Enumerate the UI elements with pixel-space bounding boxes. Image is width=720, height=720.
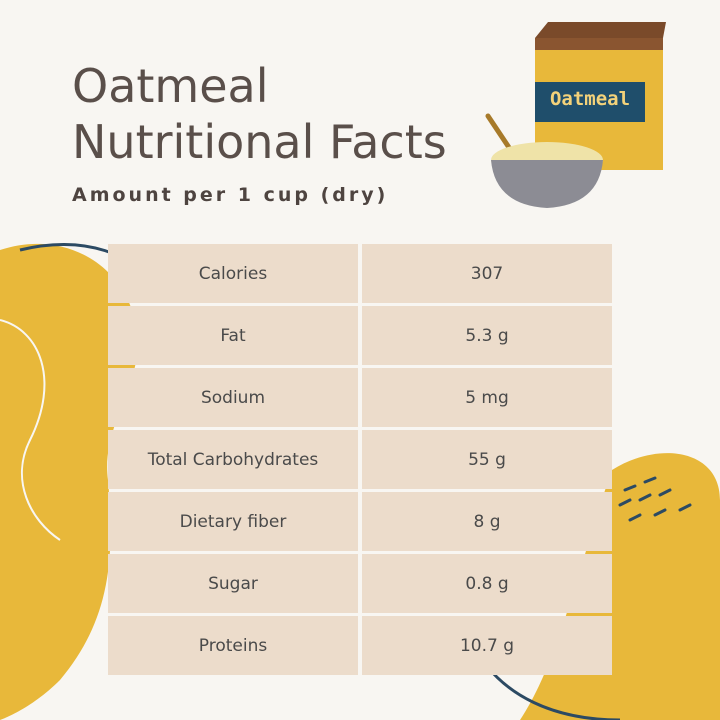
nutrient-name: Calories [108, 244, 358, 303]
nutrient-name: Total Carbohydrates [108, 430, 358, 489]
oat-box-lid [535, 38, 663, 50]
oat-box-top [535, 22, 666, 38]
nutrient-name: Fat [108, 306, 358, 365]
blob [0, 243, 138, 720]
oat-box-band [535, 82, 645, 122]
nutrient-amount: 5.3 g [362, 306, 612, 365]
subtitle: Amount per 1 cup (dry) [72, 184, 389, 206]
nutrient-name: Sodium [108, 368, 358, 427]
nutrient-name: Dietary fiber [108, 492, 358, 551]
nutrient-amount: 0.8 g [362, 554, 612, 613]
nutrient-amount: 5 mg [362, 368, 612, 427]
nutrient-amount: 55 g [362, 430, 612, 489]
box-label: Oatmeal [549, 88, 631, 110]
nutrient-name: Proteins [108, 616, 358, 675]
dashes [618, 476, 692, 522]
nutrient-name: Sugar [108, 554, 358, 613]
nutrition-table: Calories 307 Fat 5.3 g Sodium 5 mg Total Carbo… [108, 244, 612, 675]
title: Oatmeal Nutritional Facts [72, 59, 447, 169]
nutrient-amount: 8 g [362, 492, 612, 551]
bowl [491, 160, 603, 208]
nutrient-amount: 10.7 g [362, 616, 612, 675]
line [0, 319, 61, 541]
nutrient-amount: 307 [362, 244, 612, 303]
